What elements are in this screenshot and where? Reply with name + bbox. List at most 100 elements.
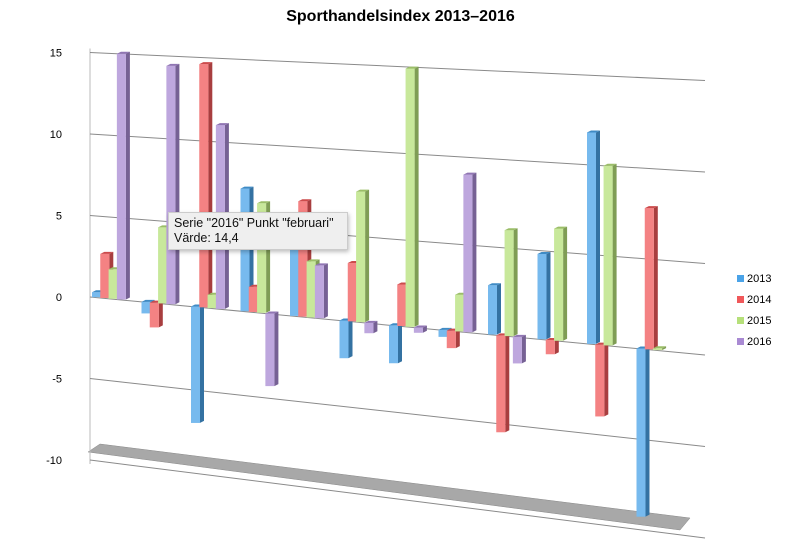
bar-front <box>314 265 324 319</box>
bar-top <box>215 123 229 126</box>
bar-front <box>446 330 456 349</box>
bar-top <box>405 66 419 69</box>
bar-side <box>175 63 180 305</box>
bar-side <box>398 323 402 364</box>
bar-front <box>257 203 267 313</box>
bar-top <box>512 334 526 337</box>
bar-front <box>603 165 613 346</box>
bar-side <box>662 346 667 351</box>
gridline <box>89 133 706 173</box>
bar-highlight <box>413 327 423 333</box>
bar-2014-2 <box>149 300 163 328</box>
bar-2013-12 <box>636 346 650 517</box>
bar-2013-9 <box>488 283 501 335</box>
bar-highlight <box>306 261 316 318</box>
bar-2016-1 <box>116 51 130 300</box>
bar-2015-9 <box>504 228 518 337</box>
y-tick-label: 15 <box>50 48 62 60</box>
gridline <box>89 459 706 539</box>
bar-highlight <box>108 269 118 299</box>
bar-top <box>199 62 213 65</box>
bar-side <box>521 334 526 364</box>
bar-highlight <box>158 227 168 304</box>
bar-front <box>265 313 275 387</box>
bar-top <box>141 299 155 302</box>
bar-side <box>125 51 130 300</box>
bar-highlight <box>446 330 456 349</box>
bar-2016-4 <box>265 311 279 387</box>
legend-label: 2015 <box>747 314 772 327</box>
bar-highlight <box>298 201 308 317</box>
bar-front <box>306 261 316 318</box>
bar-2015-6 <box>356 189 370 323</box>
bar-front <box>389 325 398 364</box>
bar-top <box>306 259 320 262</box>
tooltip: Serie "2016" Punkt "februari" Värde: 14,… <box>168 212 348 250</box>
bar-highlight <box>389 325 398 364</box>
gridline <box>89 52 706 81</box>
bar-top <box>240 186 254 189</box>
bar-top <box>257 201 271 204</box>
bar-top <box>413 325 427 328</box>
bar-top <box>265 311 279 314</box>
bar-highlight <box>512 336 522 364</box>
bar-top <box>463 172 477 175</box>
bar-side <box>505 333 510 433</box>
legend-swatch <box>737 317 744 324</box>
bar-front <box>455 294 465 332</box>
bar-highlight <box>554 228 564 341</box>
bar-side <box>546 251 551 340</box>
bar-highlight <box>314 265 324 319</box>
bar-top <box>100 251 114 254</box>
bar-side <box>274 311 279 387</box>
bar-side <box>348 318 353 359</box>
bar-front <box>512 336 522 364</box>
bar-top <box>438 327 452 330</box>
bar-side <box>158 300 163 328</box>
bar-highlight <box>265 313 275 387</box>
bar-front <box>595 344 605 417</box>
bar-highlight <box>438 329 448 337</box>
bar-front <box>413 327 423 333</box>
bar-highlight <box>248 286 258 312</box>
bar-front <box>438 329 448 337</box>
bar-2014-8 <box>446 328 460 349</box>
y-tick-label: 10 <box>50 129 62 141</box>
bar-side <box>365 189 370 323</box>
bar-highlight <box>463 174 473 333</box>
bar-2016-6 <box>364 320 378 334</box>
bar-2014-11 <box>595 342 609 417</box>
legend-label: 2013 <box>747 272 772 285</box>
legend-swatch <box>737 338 744 345</box>
bar-2016-5 <box>314 263 328 319</box>
bar-front <box>108 269 118 299</box>
bar-highlight <box>339 320 349 359</box>
bar-front <box>116 53 126 300</box>
bar-side <box>563 226 568 341</box>
bar-front <box>141 301 151 314</box>
bar-2015-12 <box>653 346 667 351</box>
bar-top <box>554 226 568 229</box>
bar-top <box>488 283 501 286</box>
bar-front <box>149 302 159 328</box>
y-tick-label: -10 <box>46 455 62 467</box>
legend: 2013 2014 2015 2016 <box>737 268 771 352</box>
bar-front <box>488 285 497 335</box>
bar-front <box>339 320 349 359</box>
bar-top <box>603 163 617 166</box>
bar-highlight <box>257 203 267 313</box>
bar-side <box>414 66 419 327</box>
bar-side <box>472 172 477 333</box>
bar-2016-7 <box>413 325 427 333</box>
bar-2016-2 <box>166 63 180 305</box>
bar-top <box>166 63 180 66</box>
bar-highlight <box>405 68 415 327</box>
bar-highlight <box>488 285 497 335</box>
legend-swatch <box>737 275 744 282</box>
bar-top <box>314 263 328 266</box>
bar-side <box>596 130 600 344</box>
bar-front <box>504 230 514 337</box>
bar-side <box>513 228 518 337</box>
bar-highlight <box>141 301 151 314</box>
